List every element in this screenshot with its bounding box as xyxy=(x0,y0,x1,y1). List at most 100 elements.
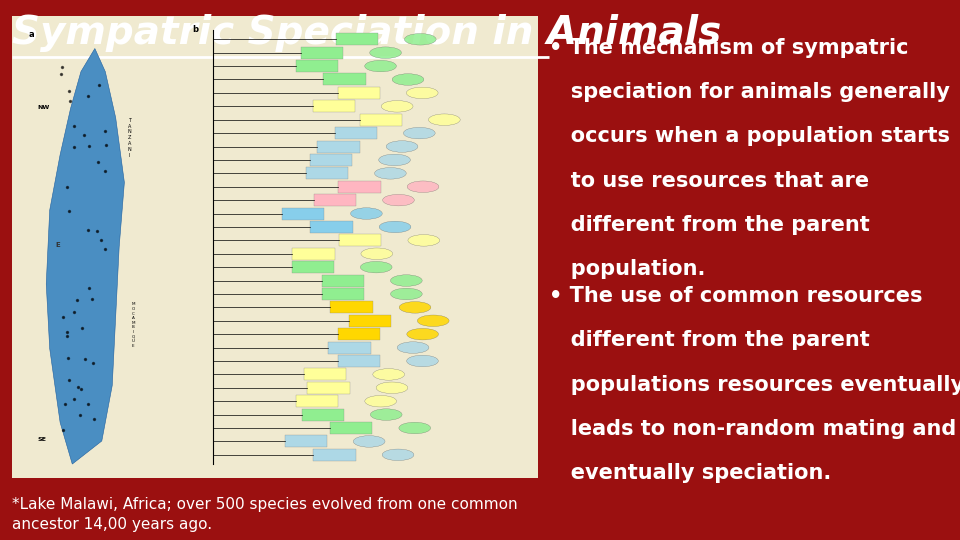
Bar xyxy=(12,16,538,478)
Point xyxy=(56,426,71,434)
Bar xyxy=(314,449,356,461)
Point xyxy=(61,87,77,96)
Bar xyxy=(292,248,334,260)
Ellipse shape xyxy=(418,315,449,327)
Point xyxy=(81,92,96,100)
Ellipse shape xyxy=(353,436,385,447)
Point xyxy=(67,143,83,151)
Ellipse shape xyxy=(386,141,418,152)
Point xyxy=(55,63,70,71)
Text: to use resources that are: to use resources that are xyxy=(549,171,869,191)
Ellipse shape xyxy=(407,181,439,192)
Point xyxy=(60,354,76,363)
Point xyxy=(54,69,69,78)
Bar xyxy=(338,328,380,340)
Bar xyxy=(307,382,349,394)
Point xyxy=(93,235,108,244)
Ellipse shape xyxy=(406,87,438,99)
Bar xyxy=(296,60,338,72)
Text: leads to non-random mating and: leads to non-random mating and xyxy=(549,419,956,439)
Text: different from the parent: different from the parent xyxy=(549,215,870,235)
Bar xyxy=(328,342,371,354)
Bar xyxy=(282,207,324,220)
Point xyxy=(59,327,74,336)
Bar xyxy=(304,368,347,380)
Point xyxy=(57,400,72,409)
Point xyxy=(66,122,82,130)
Bar xyxy=(324,73,366,85)
Ellipse shape xyxy=(403,127,435,139)
Point xyxy=(77,355,92,363)
Ellipse shape xyxy=(350,208,382,219)
Point xyxy=(60,332,75,340)
Text: *Lake Malawi, Africa; over 500 species evolved from one common
ancestor 14,00 ye: *Lake Malawi, Africa; over 500 species e… xyxy=(12,497,517,531)
Ellipse shape xyxy=(376,382,408,394)
Ellipse shape xyxy=(365,60,396,72)
Point xyxy=(74,323,89,332)
Ellipse shape xyxy=(392,74,424,85)
Point xyxy=(81,226,96,234)
Point xyxy=(61,375,77,384)
Text: occurs when a population starts: occurs when a population starts xyxy=(549,126,950,146)
Ellipse shape xyxy=(361,248,393,260)
Bar xyxy=(322,288,364,300)
Point xyxy=(90,158,106,167)
Ellipse shape xyxy=(408,234,440,246)
Text: NW: NW xyxy=(37,105,50,110)
Bar xyxy=(314,194,356,206)
Text: Sympatric Speciation in Animals: Sympatric Speciation in Animals xyxy=(12,14,721,51)
Point xyxy=(77,131,92,140)
Point xyxy=(55,312,70,321)
Bar xyxy=(306,167,348,179)
Bar xyxy=(360,114,402,126)
Ellipse shape xyxy=(383,194,415,206)
Point xyxy=(98,166,113,175)
Text: eventually speciation.: eventually speciation. xyxy=(549,463,831,483)
Bar xyxy=(338,355,380,367)
Text: populations resources eventually: populations resources eventually xyxy=(549,375,960,395)
Point xyxy=(82,284,97,293)
Text: • The use of common resources: • The use of common resources xyxy=(549,286,923,306)
Text: a: a xyxy=(29,30,35,39)
Ellipse shape xyxy=(372,369,404,380)
Text: • The mechanism of sympatric: • The mechanism of sympatric xyxy=(549,38,908,58)
Bar xyxy=(336,33,378,45)
Point xyxy=(89,227,105,235)
Ellipse shape xyxy=(374,167,406,179)
Point xyxy=(66,307,82,316)
Ellipse shape xyxy=(379,221,411,233)
Point xyxy=(98,141,113,150)
Ellipse shape xyxy=(397,342,429,353)
Text: population.: population. xyxy=(549,259,706,279)
Bar xyxy=(318,140,360,152)
Bar xyxy=(301,409,344,421)
Point xyxy=(73,384,88,393)
Text: speciation for animals generally: speciation for animals generally xyxy=(549,82,950,102)
Bar xyxy=(284,435,326,448)
Point xyxy=(91,80,107,89)
Point xyxy=(62,97,78,105)
Bar xyxy=(301,46,344,59)
Text: different from the parent: different from the parent xyxy=(549,330,870,350)
Ellipse shape xyxy=(399,302,431,313)
Point xyxy=(84,295,100,303)
Text: T
A
N
Z
A
N
I: T A N Z A N I xyxy=(128,118,132,158)
Ellipse shape xyxy=(404,33,436,45)
Bar xyxy=(335,127,377,139)
Bar xyxy=(348,315,391,327)
Point xyxy=(60,183,75,191)
Ellipse shape xyxy=(391,288,422,300)
Point xyxy=(86,415,102,423)
Text: SE: SE xyxy=(37,437,46,442)
Bar xyxy=(310,221,352,233)
Ellipse shape xyxy=(391,275,422,286)
Ellipse shape xyxy=(407,328,439,340)
Bar xyxy=(292,261,334,273)
Point xyxy=(70,382,85,391)
Point xyxy=(81,400,96,409)
Ellipse shape xyxy=(360,261,392,273)
Point xyxy=(73,411,88,420)
Ellipse shape xyxy=(365,395,396,407)
Point xyxy=(66,395,82,403)
Bar xyxy=(296,395,338,407)
